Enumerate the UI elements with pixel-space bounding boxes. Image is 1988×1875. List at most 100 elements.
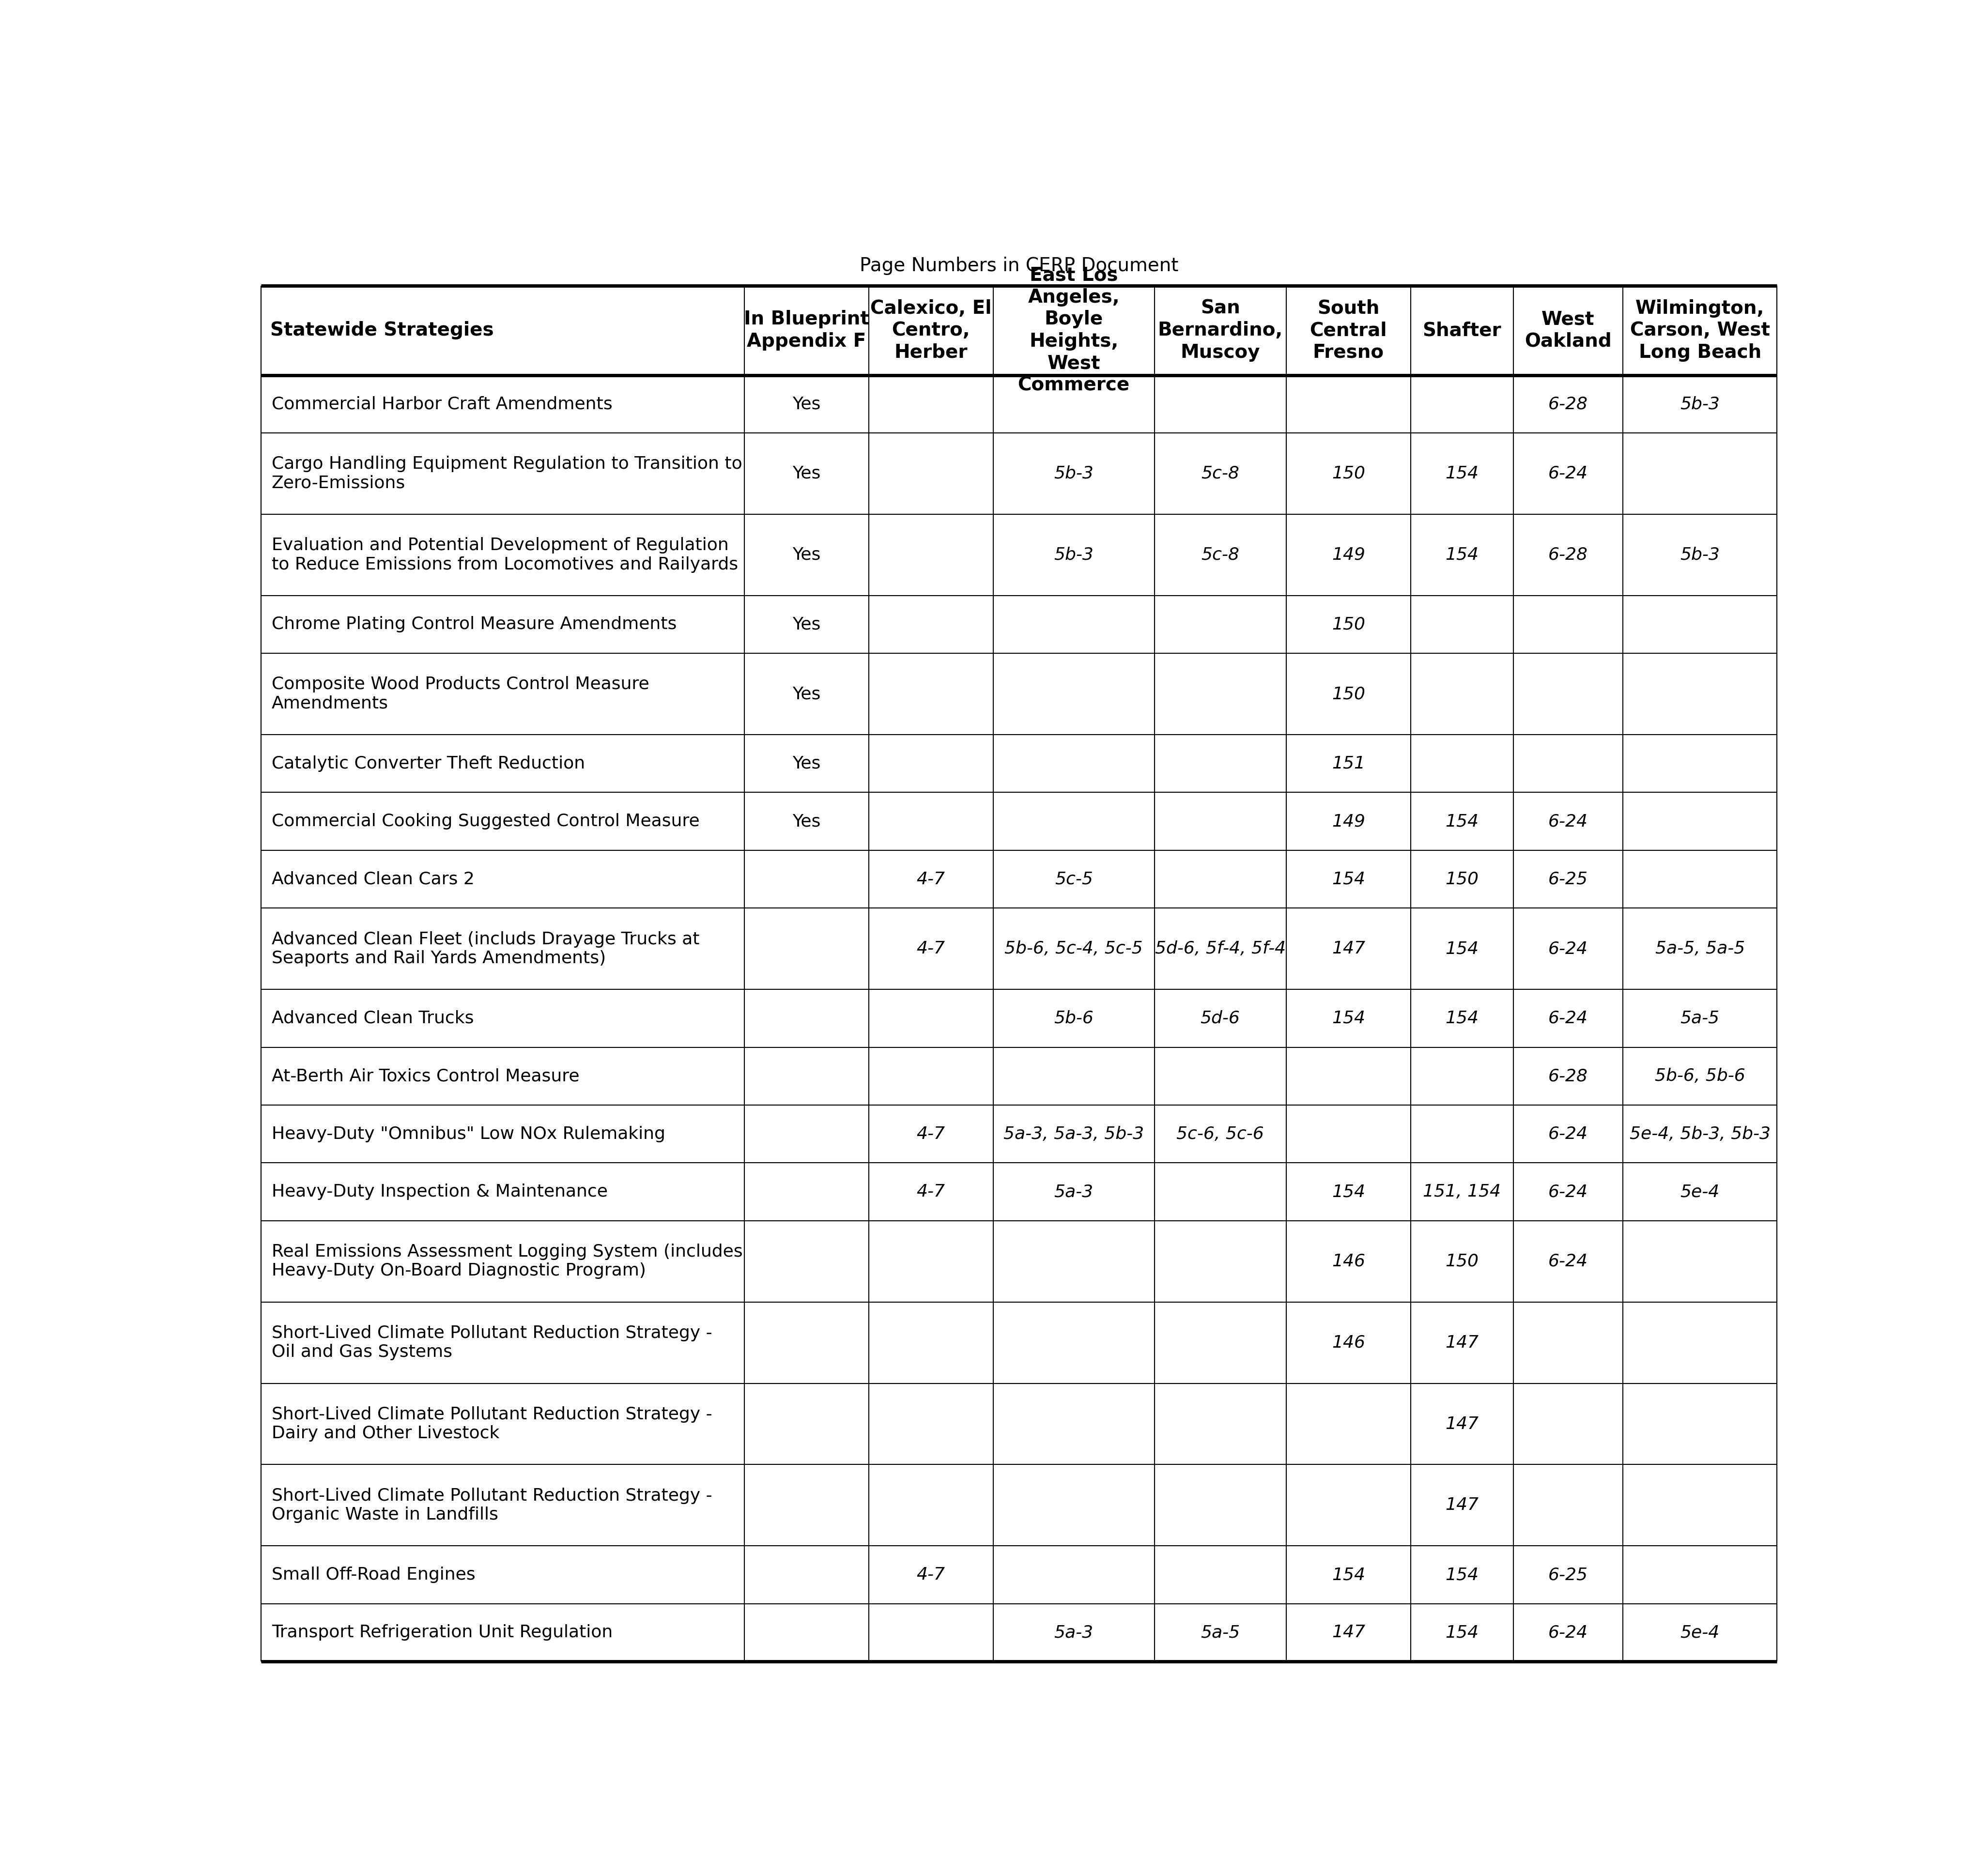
Text: 5c-6, 5c-6: 5c-6, 5c-6 [1177,1125,1264,1142]
Text: 6-24: 6-24 [1549,465,1588,482]
Text: 147: 147 [1445,1496,1479,1513]
Text: At-Berth Air Toxics Control Measure: At-Berth Air Toxics Control Measure [272,1069,579,1084]
Text: 5b-3: 5b-3 [1680,548,1720,562]
Text: 5a-5: 5a-5 [1201,1624,1241,1641]
Text: 6-28: 6-28 [1549,1069,1588,1084]
Text: South
Central
Fresno: South Central Fresno [1310,300,1388,362]
Text: 151, 154: 151, 154 [1423,1183,1501,1200]
Text: 154: 154 [1332,1183,1366,1200]
Text: Yes: Yes [793,465,821,482]
Text: 5a-5, 5a-5: 5a-5, 5a-5 [1656,941,1745,956]
Text: Wilmington,
Carson, West
Long Beach: Wilmington, Carson, West Long Beach [1630,300,1769,362]
Text: 154: 154 [1445,941,1479,956]
Text: Heavy-Duty "Omnibus" Low NOx Rulemaking: Heavy-Duty "Omnibus" Low NOx Rulemaking [272,1125,666,1142]
Text: 146: 146 [1332,1335,1366,1350]
Text: 4-7: 4-7 [916,872,944,887]
Text: 5b-6: 5b-6 [1054,1011,1093,1026]
Text: 6-24: 6-24 [1549,1011,1588,1026]
Text: 147: 147 [1332,941,1366,956]
Text: In Blueprint
Appendix F: In Blueprint Appendix F [744,309,869,351]
Text: 5b-3: 5b-3 [1054,465,1093,482]
Text: Advanced Clean Trucks: Advanced Clean Trucks [272,1011,473,1026]
Text: 149: 149 [1332,548,1366,562]
Text: 154: 154 [1445,1567,1479,1582]
Text: Evaluation and Potential Development of Regulation
to Reduce Emissions from Loco: Evaluation and Potential Development of … [272,536,738,572]
Text: 5e-4, 5b-3, 5b-3: 5e-4, 5b-3, 5b-3 [1630,1125,1771,1142]
Text: 5a-3, 5a-3, 5b-3: 5a-3, 5a-3, 5b-3 [1004,1125,1143,1142]
Text: Short-Lived Climate Pollutant Reduction Strategy -
Organic Waste in Landfills: Short-Lived Climate Pollutant Reduction … [272,1487,712,1522]
Text: 5b-3: 5b-3 [1680,396,1720,412]
Text: San
Bernardino,
Muscoy: San Bernardino, Muscoy [1157,300,1282,362]
Text: 6-24: 6-24 [1549,1125,1588,1142]
Text: Catalytic Converter Theft Reduction: Catalytic Converter Theft Reduction [272,756,584,772]
Text: West
Oakland: West Oakland [1525,309,1612,351]
Text: Cargo Handling Equipment Regulation to Transition to
Zero-Emissions: Cargo Handling Equipment Regulation to T… [272,456,742,491]
Text: 6-28: 6-28 [1549,548,1588,562]
Text: Yes: Yes [793,814,821,829]
Text: 6-24: 6-24 [1549,1183,1588,1200]
Text: 154: 154 [1445,1624,1479,1641]
Text: 5a-3: 5a-3 [1054,1183,1093,1200]
Text: 154: 154 [1445,1011,1479,1026]
Text: 5c-8: 5c-8 [1201,465,1239,482]
Text: 6-24: 6-24 [1549,1252,1588,1269]
Text: 154: 154 [1445,814,1479,829]
Text: 4-7: 4-7 [916,1183,944,1200]
Text: Short-Lived Climate Pollutant Reduction Strategy -
Dairy and Other Livestock: Short-Lived Climate Pollutant Reduction … [272,1406,712,1442]
Text: 150: 150 [1445,872,1479,887]
Text: 5b-3: 5b-3 [1054,548,1093,562]
Text: 154: 154 [1445,465,1479,482]
Text: Heavy-Duty Inspection & Maintenance: Heavy-Duty Inspection & Maintenance [272,1183,608,1200]
Text: Calexico, El
Centro,
Herber: Calexico, El Centro, Herber [871,300,992,362]
Text: 147: 147 [1445,1416,1479,1432]
Text: East Los
Angeles,
Boyle
Heights,
West
Commerce: East Los Angeles, Boyle Heights, West Co… [1018,266,1129,394]
Text: Chrome Plating Control Measure Amendments: Chrome Plating Control Measure Amendment… [272,617,676,632]
Text: Composite Wood Products Control Measure
Amendments: Composite Wood Products Control Measure … [272,677,650,712]
Text: Advanced Clean Cars 2: Advanced Clean Cars 2 [272,872,475,887]
Text: Commercial Cooking Suggested Control Measure: Commercial Cooking Suggested Control Mea… [272,814,700,829]
Text: Shafter: Shafter [1423,321,1501,339]
Text: 151: 151 [1332,756,1366,772]
Text: 146: 146 [1332,1252,1366,1269]
Text: Statewide Strategies: Statewide Strategies [270,321,493,339]
Text: 6-24: 6-24 [1549,1624,1588,1641]
Text: 6-24: 6-24 [1549,814,1588,829]
Text: Short-Lived Climate Pollutant Reduction Strategy -
Oil and Gas Systems: Short-Lived Climate Pollutant Reduction … [272,1326,712,1361]
Text: 154: 154 [1332,872,1366,887]
Text: Commercial Harbor Craft Amendments: Commercial Harbor Craft Amendments [272,396,612,412]
Text: 154: 154 [1445,548,1479,562]
Text: Page Numbers in CERP Document: Page Numbers in CERP Document [859,257,1179,276]
Text: 5b-6, 5c-4, 5c-5: 5b-6, 5c-4, 5c-5 [1004,941,1143,956]
Text: Yes: Yes [793,756,821,772]
Text: 147: 147 [1332,1624,1366,1641]
Text: 5d-6, 5f-4, 5f-4: 5d-6, 5f-4, 5f-4 [1155,941,1286,956]
Text: 150: 150 [1332,465,1366,482]
Text: Yes: Yes [793,617,821,632]
Text: Small Off-Road Engines: Small Off-Road Engines [272,1567,475,1582]
Text: 150: 150 [1445,1252,1479,1269]
Text: 5a-5: 5a-5 [1680,1011,1720,1026]
Text: 4-7: 4-7 [916,1567,944,1582]
Text: 6-28: 6-28 [1549,396,1588,412]
Text: 6-24: 6-24 [1549,941,1588,956]
Text: 4-7: 4-7 [916,1125,944,1142]
Text: 5c-8: 5c-8 [1201,548,1239,562]
Text: Advanced Clean Fleet (includs Drayage Trucks at
Seaports and Rail Yards Amendmen: Advanced Clean Fleet (includs Drayage Tr… [272,932,700,966]
Text: 5a-3: 5a-3 [1054,1624,1093,1641]
Text: 154: 154 [1332,1011,1366,1026]
Text: Yes: Yes [793,548,821,562]
Text: 5d-6: 5d-6 [1201,1011,1241,1026]
Text: 147: 147 [1445,1335,1479,1350]
Text: 6-25: 6-25 [1549,872,1588,887]
Text: 150: 150 [1332,617,1366,632]
Text: 5b-6, 5b-6: 5b-6, 5b-6 [1654,1069,1745,1084]
Text: 150: 150 [1332,686,1366,703]
Text: Real Emissions Assessment Logging System (includes
Heavy-Duty On-Board Diagnosti: Real Emissions Assessment Logging System… [272,1243,744,1279]
Text: 154: 154 [1332,1567,1366,1582]
Text: Yes: Yes [793,686,821,703]
Text: 4-7: 4-7 [916,941,944,956]
Text: 5c-5: 5c-5 [1056,872,1093,887]
Text: Transport Refrigeration Unit Regulation: Transport Refrigeration Unit Regulation [272,1624,612,1641]
Text: 6-25: 6-25 [1549,1567,1588,1582]
Text: Yes: Yes [793,396,821,412]
